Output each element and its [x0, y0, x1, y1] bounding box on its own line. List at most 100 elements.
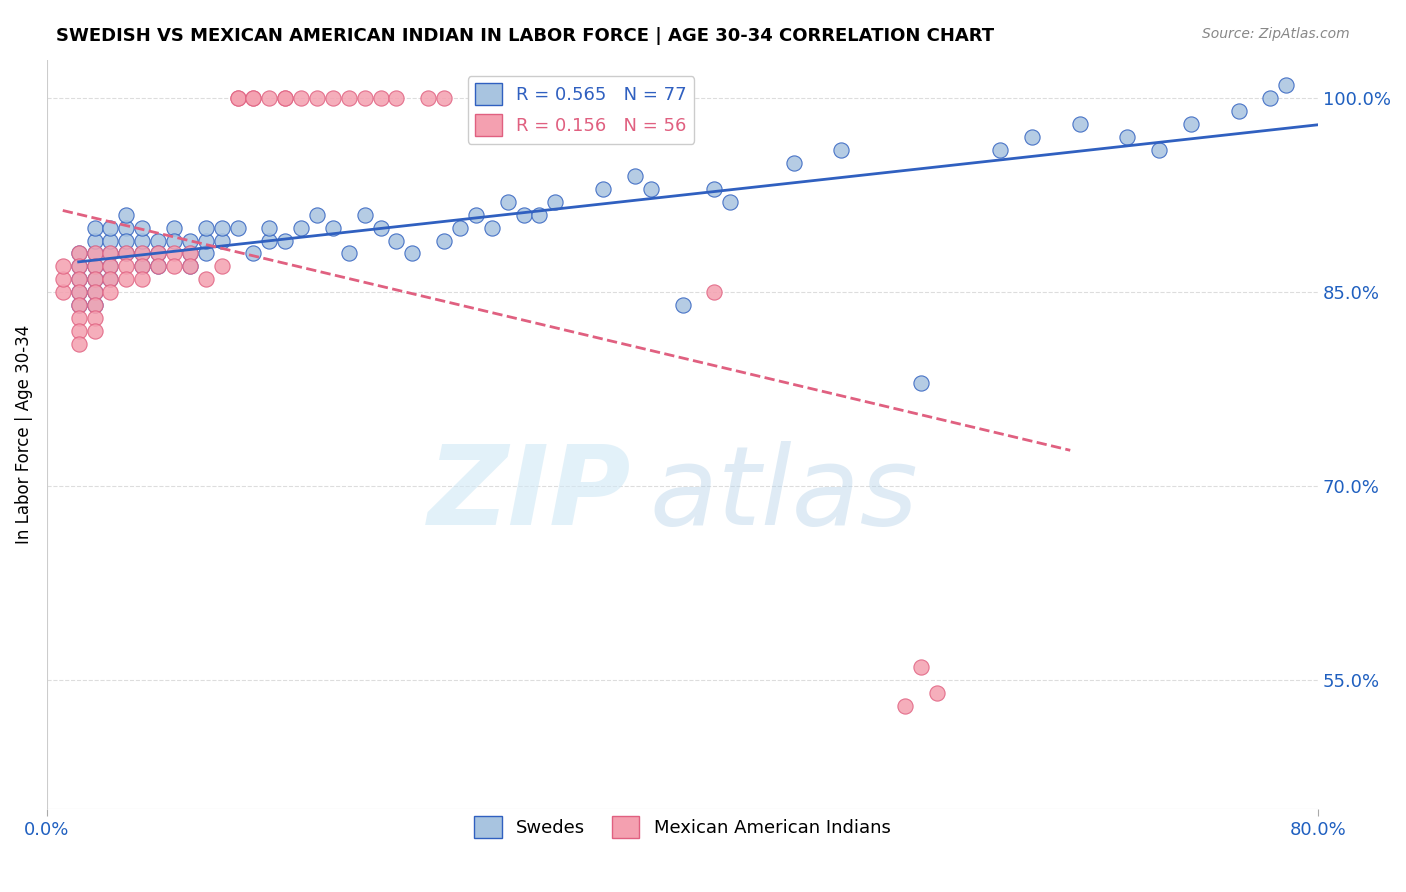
- Point: [146, 260, 169, 274]
- Point: [67, 272, 90, 286]
- Point: [146, 260, 169, 274]
- Point: [783, 156, 806, 170]
- Point: [274, 91, 297, 105]
- Point: [640, 182, 662, 196]
- Point: [1227, 104, 1250, 119]
- Text: ZIP: ZIP: [429, 441, 631, 548]
- Point: [83, 324, 105, 338]
- Point: [322, 91, 344, 105]
- Point: [67, 260, 90, 274]
- Point: [67, 298, 90, 312]
- Point: [624, 169, 647, 183]
- Point: [131, 246, 153, 260]
- Point: [910, 376, 932, 390]
- Text: SWEDISH VS MEXICAN AMERICAN INDIAN IN LABOR FORCE | AGE 30-34 CORRELATION CHART: SWEDISH VS MEXICAN AMERICAN INDIAN IN LA…: [56, 27, 994, 45]
- Point: [131, 246, 153, 260]
- Point: [433, 91, 456, 105]
- Point: [83, 298, 105, 312]
- Point: [370, 220, 392, 235]
- Point: [163, 246, 186, 260]
- Point: [83, 298, 105, 312]
- Point: [385, 234, 408, 248]
- Point: [226, 91, 249, 105]
- Point: [305, 208, 328, 222]
- Point: [322, 220, 344, 235]
- Point: [529, 208, 551, 222]
- Point: [259, 234, 281, 248]
- Point: [1021, 130, 1043, 145]
- Point: [481, 220, 503, 235]
- Point: [337, 91, 360, 105]
- Point: [274, 91, 297, 105]
- Point: [179, 260, 201, 274]
- Point: [179, 260, 201, 274]
- Point: [274, 234, 297, 248]
- Point: [671, 298, 693, 312]
- Point: [52, 260, 75, 274]
- Point: [894, 698, 917, 713]
- Point: [83, 260, 105, 274]
- Point: [718, 194, 741, 209]
- Point: [83, 246, 105, 260]
- Point: [592, 182, 614, 196]
- Point: [115, 234, 138, 248]
- Point: [67, 260, 90, 274]
- Point: [353, 208, 375, 222]
- Point: [988, 143, 1011, 157]
- Point: [211, 220, 233, 235]
- Point: [465, 208, 488, 222]
- Point: [1180, 117, 1202, 131]
- Point: [83, 246, 105, 260]
- Point: [67, 246, 90, 260]
- Point: [131, 272, 153, 286]
- Point: [100, 260, 122, 274]
- Point: [163, 220, 186, 235]
- Point: [83, 220, 105, 235]
- Point: [146, 234, 169, 248]
- Point: [100, 234, 122, 248]
- Point: [194, 246, 217, 260]
- Text: atlas: atlas: [650, 441, 918, 548]
- Point: [703, 182, 725, 196]
- Point: [100, 246, 122, 260]
- Point: [67, 272, 90, 286]
- Point: [544, 194, 567, 209]
- Legend: Swedes, Mexican American Indians: Swedes, Mexican American Indians: [467, 809, 898, 845]
- Point: [1260, 91, 1282, 105]
- Text: Source: ZipAtlas.com: Source: ZipAtlas.com: [1202, 27, 1350, 41]
- Point: [194, 220, 217, 235]
- Point: [67, 285, 90, 300]
- Point: [242, 91, 264, 105]
- Point: [67, 246, 90, 260]
- Point: [1116, 130, 1139, 145]
- Point: [418, 91, 440, 105]
- Point: [194, 272, 217, 286]
- Point: [242, 91, 264, 105]
- Point: [115, 272, 138, 286]
- Point: [353, 91, 375, 105]
- Point: [370, 91, 392, 105]
- Point: [211, 260, 233, 274]
- Point: [910, 660, 932, 674]
- Point: [83, 285, 105, 300]
- Point: [226, 220, 249, 235]
- Point: [83, 260, 105, 274]
- Point: [211, 234, 233, 248]
- Point: [925, 686, 948, 700]
- Point: [512, 208, 534, 222]
- Point: [1069, 117, 1091, 131]
- Point: [146, 246, 169, 260]
- Point: [131, 220, 153, 235]
- Point: [194, 234, 217, 248]
- Point: [67, 285, 90, 300]
- Point: [385, 91, 408, 105]
- Point: [67, 298, 90, 312]
- Point: [179, 246, 201, 260]
- Point: [100, 260, 122, 274]
- Point: [100, 285, 122, 300]
- Point: [449, 220, 471, 235]
- Point: [179, 234, 201, 248]
- Point: [703, 285, 725, 300]
- Point: [67, 337, 90, 351]
- Point: [100, 272, 122, 286]
